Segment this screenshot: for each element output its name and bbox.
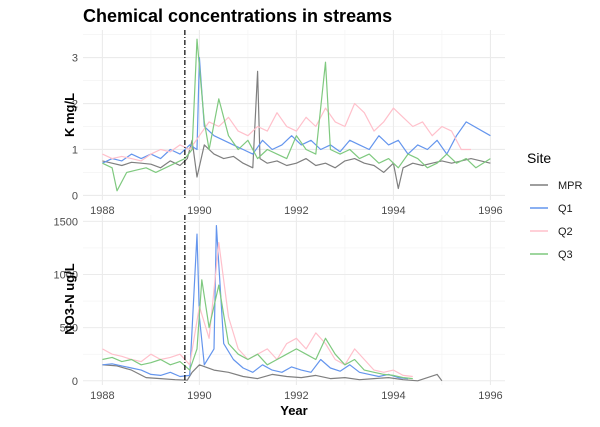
k-x-tick-label: 1996 (478, 205, 502, 217)
legend-label-q2: Q2 (558, 226, 573, 238)
legend-label-q3: Q3 (558, 249, 573, 261)
legend-item-mpr: MPR (530, 180, 583, 192)
no3-y-tick-label: 1500 (54, 216, 78, 228)
no3-y-tick-label: 500 (60, 323, 78, 335)
k-axis-title: K mg/L (62, 93, 77, 137)
k-series-q1-line (102, 56, 491, 164)
legend: Site MPR Q1 Q2 Q3 (527, 150, 583, 261)
k-y-tick-label: 2 (72, 99, 78, 111)
k-x-tick-label: 1990 (187, 205, 211, 217)
x-axis-title: Year (280, 403, 307, 418)
no3-x-tick-label: 1996 (478, 390, 502, 402)
legend-item-q2: Q2 (530, 226, 573, 238)
no3-series-q3-line (102, 279, 413, 380)
legend-label-mpr: MPR (558, 180, 583, 192)
no3-x-tick-label: 1988 (90, 390, 114, 402)
no3-series-q1-line (102, 225, 409, 380)
no3-panel: 1988 1990 1992 1994 1996 0 500 1000 1500 (54, 215, 505, 402)
legend-title: Site (527, 150, 551, 166)
k-y-tick-label: 3 (72, 53, 78, 65)
chart-title: Chemical concentrations in streams (83, 6, 392, 26)
k-series-q3-line (102, 38, 491, 192)
k-y-tick-label: 0 (72, 190, 78, 202)
k-x-tick-label: 1988 (90, 205, 114, 217)
k-y-tick-label: 1 (72, 144, 78, 156)
k-series-q2-line (102, 102, 471, 162)
no3-x-tick-label: 1990 (187, 390, 211, 402)
k-x-tick-label: 1994 (381, 205, 405, 217)
no3-series-mpr-line (102, 364, 443, 382)
k-panel: 1988 1990 1992 1994 1996 0 1 2 3 (72, 30, 505, 217)
legend-item-q3: Q3 (530, 249, 573, 261)
no3-y-tick-label: 1000 (54, 270, 78, 282)
no3-x-tick-label: 1992 (284, 390, 308, 402)
no3-x-tick-label: 1994 (381, 390, 405, 402)
k-series-mpr-line (102, 70, 491, 190)
no3-y-tick-label: 0 (72, 376, 78, 388)
no3-series-q2-line (102, 242, 413, 378)
no3-axis-title: NO3-N ug/L (62, 263, 77, 335)
legend-item-q1: Q1 (530, 203, 573, 215)
legend-label-q1: Q1 (558, 203, 573, 215)
k-x-tick-label: 1992 (284, 205, 308, 217)
